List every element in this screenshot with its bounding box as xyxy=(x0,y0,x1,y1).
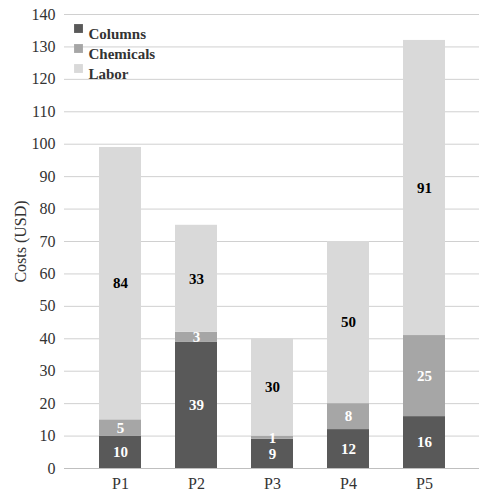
svg-text:33: 33 xyxy=(189,271,204,287)
svg-text:16: 16 xyxy=(417,434,433,450)
svg-text:91: 91 xyxy=(417,180,432,196)
svg-text:90: 90 xyxy=(40,168,56,185)
svg-text:Chemicals: Chemicals xyxy=(89,46,156,62)
svg-text:25: 25 xyxy=(417,368,432,384)
svg-text:120: 120 xyxy=(32,70,56,87)
svg-text:3: 3 xyxy=(193,329,201,345)
svg-text:50: 50 xyxy=(40,297,56,314)
svg-text:Costs (USD): Costs (USD) xyxy=(12,200,30,282)
svg-text:Labor: Labor xyxy=(89,66,129,82)
svg-text:10: 10 xyxy=(40,427,56,444)
svg-text:9: 9 xyxy=(269,446,277,462)
svg-text:P4: P4 xyxy=(340,475,357,492)
svg-text:30: 30 xyxy=(40,362,56,379)
svg-text:P3: P3 xyxy=(264,475,281,492)
svg-text:110: 110 xyxy=(32,103,55,120)
svg-text:70: 70 xyxy=(40,233,56,250)
svg-text:130: 130 xyxy=(32,38,56,55)
svg-text:40: 40 xyxy=(40,330,56,347)
svg-text:39: 39 xyxy=(189,397,204,413)
svg-text:8: 8 xyxy=(345,408,353,424)
svg-text:140: 140 xyxy=(32,6,56,23)
svg-text:100: 100 xyxy=(32,135,56,152)
svg-text:60: 60 xyxy=(40,265,56,282)
svg-text:50: 50 xyxy=(341,314,356,330)
svg-text:1: 1 xyxy=(269,429,277,445)
svg-text:P5: P5 xyxy=(416,475,433,492)
svg-text:20: 20 xyxy=(40,395,56,412)
svg-text:P1: P1 xyxy=(112,475,129,492)
svg-text:30: 30 xyxy=(265,379,280,395)
svg-text:0: 0 xyxy=(48,460,56,477)
svg-text:P2: P2 xyxy=(188,475,205,492)
svg-text:5: 5 xyxy=(117,420,125,436)
svg-text:Columns: Columns xyxy=(89,26,147,42)
svg-text:84: 84 xyxy=(113,275,129,291)
svg-text:12: 12 xyxy=(341,441,356,457)
svg-text:80: 80 xyxy=(40,200,56,217)
svg-text:10: 10 xyxy=(113,444,128,460)
